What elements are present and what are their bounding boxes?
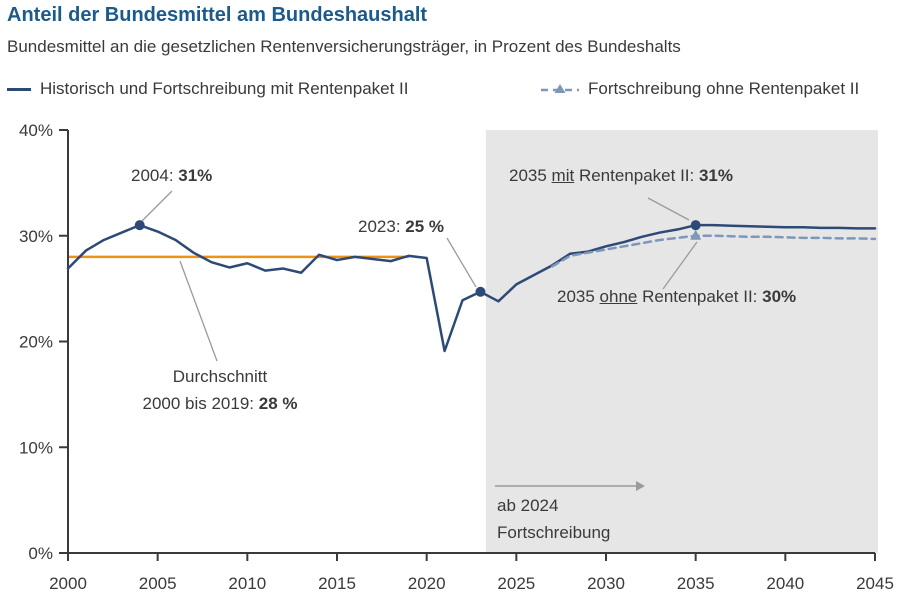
y-tick-label: 10%: [19, 438, 53, 457]
forecast-arrowhead-icon: [636, 481, 645, 491]
annotation-2004-text: 2004:: [131, 166, 179, 185]
y-tick-label: 0%: [28, 544, 53, 563]
annotation-2023-text: 2023:: [358, 217, 406, 236]
annotation-ohne-p1: 2035: [557, 287, 600, 306]
annotation-leader-line: [662, 241, 698, 290]
series-line-solid: [66, 223, 877, 353]
dashed-triangle-swatch-icon: [541, 84, 579, 93]
page-title: Anteil der Bundesmittel am Bundeshaushal…: [7, 4, 428, 26]
legend-item-solid: Historisch und Fortschreibung mit Renten…: [7, 79, 409, 99]
y-tick-label: 30%: [19, 227, 53, 246]
annotation-2023: 2023: 25 %: [358, 217, 444, 237]
forecast-label: ab 2024 Fortschreibung: [497, 492, 610, 546]
x-tick-label: 2010: [228, 574, 266, 593]
legend-label-solid: Historisch und Fortschreibung mit Renten…: [40, 79, 409, 98]
annotation-ohne-value: 30%: [762, 287, 797, 306]
annotation-mit-underlined: mit: [551, 166, 575, 185]
forecast-region: [485, 130, 878, 553]
page-subtitle: Bundesmittel an die gesetzlichen Rentenv…: [7, 37, 681, 56]
annotation-average-line2: 2000 bis 2019: 28 %: [120, 390, 320, 417]
legend-item-dashed: Fortschreibung ohne Rentenpaket II: [541, 79, 859, 99]
x-tick-label: 2035: [677, 574, 715, 593]
annotation-ohne-p2: Rentenpaket II:: [637, 287, 763, 306]
annotation-mit-value: 31%: [698, 166, 733, 185]
data-point-marker: [134, 220, 145, 231]
annotation-leader-line: [647, 197, 690, 221]
annotation-leader-line: [179, 260, 218, 362]
y-tick-label: 20%: [19, 333, 53, 352]
data-point-marker: [475, 286, 486, 297]
annotation-average: Durchschnitt 2000 bis 2019: 28 %: [120, 363, 320, 417]
x-tick-label: 2000: [49, 574, 87, 593]
annotation-2035-ohne: 2035 ohne Rentenpaket II: 30%: [557, 287, 796, 307]
triangle-marker: [690, 229, 702, 240]
x-tick-label: 2005: [139, 574, 177, 593]
annotation-leader-line: [141, 190, 173, 222]
annotation-2004: 2004: 31%: [131, 166, 212, 186]
annotation-leader-line: [446, 237, 477, 288]
annotation-mit-p1: 2035: [509, 166, 552, 185]
x-tick-label: 2015: [318, 574, 356, 593]
annotation-average-line1: Durchschnitt: [172, 367, 268, 386]
forecast-label-line2: Fortschreibung: [497, 523, 611, 542]
annotation-2023-value: 25 %: [405, 217, 445, 236]
annotation-2035-mit: 2035 mit Rentenpaket II: 31%: [509, 166, 733, 186]
x-tick-label: 2025: [497, 574, 535, 593]
x-tick-label: 2020: [408, 574, 446, 593]
x-tick-label: 2045: [856, 574, 894, 593]
x-tick-label: 2040: [766, 574, 804, 593]
legend-label-dashed: Fortschreibung ohne Rentenpaket II: [588, 79, 860, 98]
annotation-average-prefix: 2000 bis 2019:: [142, 394, 259, 413]
annotation-2004-value: 31%: [178, 166, 213, 185]
solid-line-swatch-icon: [7, 87, 31, 91]
data-point-marker: [690, 220, 701, 231]
annotation-mit-p2: Rentenpaket II:: [574, 166, 699, 185]
x-tick-label: 2030: [587, 574, 625, 593]
forecast-label-line1: ab 2024: [497, 496, 559, 515]
y-tick-label: 40%: [19, 121, 53, 140]
annotation-average-value: 28 %: [258, 394, 298, 413]
annotation-ohne-underlined: ohne: [599, 287, 638, 306]
